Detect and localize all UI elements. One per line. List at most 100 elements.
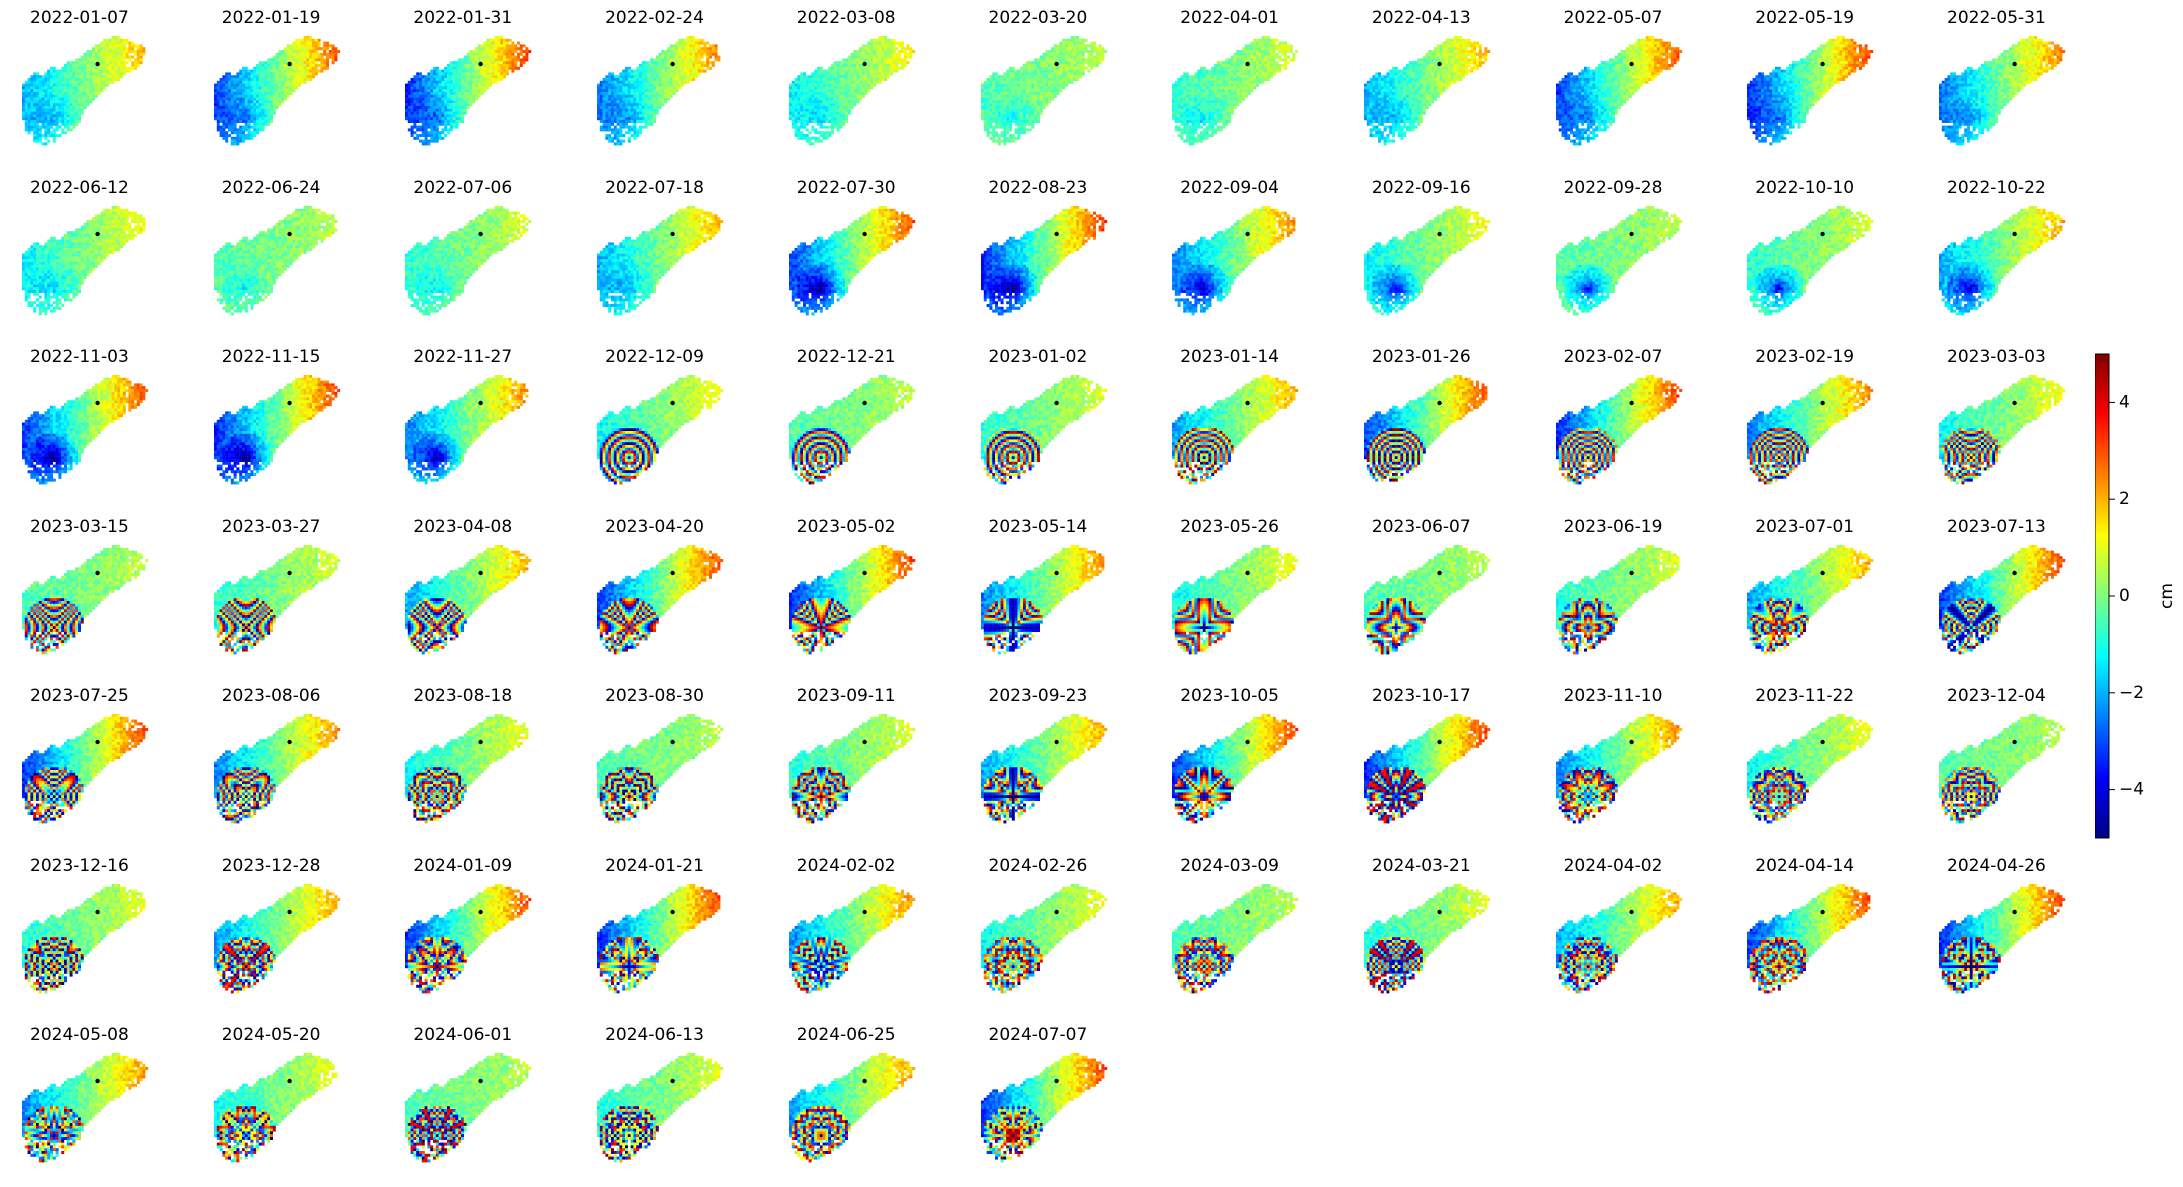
displacement-map (22, 1053, 149, 1163)
panel: 2022-04-13 (1363, 8, 1554, 168)
panel: 2024-02-02 (788, 856, 979, 1016)
panel: 2023-08-18 (405, 686, 595, 846)
panel: 2022-05-19 (1747, 8, 1937, 168)
panel-date-title: 2024-04-02 (1564, 856, 1663, 876)
displacement-map (22, 205, 146, 315)
panel-date-title: 2023-12-28 (222, 856, 321, 876)
panel: 2022-01-19 (213, 8, 404, 168)
displacement-map (213, 375, 340, 485)
displacement-map (788, 883, 915, 993)
displacement-map (1939, 544, 2066, 654)
panel-date-title: 2022-05-19 (1755, 8, 1854, 28)
panel: 2022-07-30 (788, 178, 979, 338)
panel-date-title: 2023-05-14 (989, 517, 1088, 537)
displacement-map (980, 36, 1107, 146)
panel: 2022-05-07 (1555, 8, 1746, 168)
panel: 2023-06-07 (1363, 517, 1554, 677)
panel-date-title: 2022-05-31 (1947, 8, 2046, 28)
panel-date-title: 2023-08-18 (413, 686, 512, 706)
panel: 2024-04-26 (1939, 856, 2129, 1016)
displacement-map (1747, 883, 1871, 993)
colorbar-tick-label: 0 (2119, 586, 2130, 606)
panel-date-title: 2023-06-07 (1372, 517, 1471, 537)
panel: 2022-03-20 (980, 8, 1171, 168)
panel: 2022-11-03 (22, 347, 212, 507)
panel: 2023-12-16 (22, 856, 212, 1016)
panel-date-title: 2024-07-07 (989, 1025, 1088, 1045)
panel: 2024-01-09 (405, 856, 595, 1016)
panel: 2023-12-04 (1939, 686, 2129, 846)
panel-date-title: 2023-04-20 (605, 517, 704, 537)
panel: 2022-12-09 (597, 347, 787, 507)
colorbar-gradient (2095, 353, 2110, 839)
panel: 2022-04-01 (1172, 8, 1362, 168)
panel-date-title: 2022-01-07 (30, 8, 129, 28)
displacement-map (1555, 883, 1682, 993)
displacement-map (1172, 714, 1299, 824)
panel: 2023-07-01 (1747, 517, 1937, 677)
displacement-map (1939, 205, 2066, 315)
displacement-map (980, 205, 1107, 315)
panel-date-title: 2023-11-10 (1564, 686, 1663, 706)
panel: 2024-01-21 (597, 856, 787, 1016)
displacement-map (1747, 714, 1874, 824)
panel: 2023-01-14 (1172, 347, 1362, 507)
displacement-map (1172, 544, 1299, 654)
panel-date-title: 2023-11-22 (1755, 686, 1854, 706)
panel: 2023-07-25 (22, 686, 212, 846)
panel: 2023-08-30 (597, 686, 787, 846)
panel-date-title: 2023-08-06 (222, 686, 321, 706)
panel: 2023-05-02 (788, 517, 979, 677)
panel-date-title: 2022-11-27 (413, 347, 512, 367)
panel-date-title: 2024-01-21 (605, 856, 704, 876)
colorbar-tick-label: −4 (2119, 780, 2144, 800)
panel-date-title: 2024-04-14 (1755, 856, 1854, 876)
displacement-map (597, 1053, 724, 1163)
panel-date-title: 2022-12-21 (797, 347, 896, 367)
displacement-map (1939, 883, 2066, 993)
displacement-map (22, 375, 149, 485)
colorbar-tick-label: 2 (2119, 489, 2130, 509)
panel: 2023-03-27 (213, 517, 404, 677)
panel: 2022-07-18 (597, 178, 787, 338)
panel: 2022-10-22 (1939, 178, 2129, 338)
displacement-map (1363, 714, 1491, 824)
panel: 2024-05-08 (22, 1025, 212, 1185)
displacement-map (1555, 714, 1682, 824)
displacement-map (213, 36, 340, 146)
displacement-map (788, 36, 915, 146)
panel-date-title: 2022-06-12 (30, 178, 129, 198)
displacement-map (405, 883, 532, 993)
displacement-map (405, 205, 532, 315)
panel: 2023-03-03 (1939, 347, 2129, 507)
panel: 2022-01-31 (405, 8, 595, 168)
panel: 2024-04-14 (1747, 856, 1937, 1016)
displacement-map (1555, 205, 1682, 315)
panel: 2023-09-11 (788, 686, 979, 846)
displacement-map (1172, 36, 1299, 146)
displacement-map (1747, 36, 1874, 146)
panel: 2022-03-08 (788, 8, 979, 168)
panel-date-title: 2023-02-19 (1755, 347, 1854, 367)
panel: 2022-02-24 (597, 8, 787, 168)
panel-date-title: 2024-03-21 (1372, 856, 1471, 876)
panel: 2024-04-02 (1555, 856, 1746, 1016)
panel-date-title: 2024-02-02 (797, 856, 896, 876)
panel-date-title: 2022-04-13 (1372, 8, 1471, 28)
panel-date-title: 2023-12-04 (1947, 686, 2046, 706)
panel: 2023-12-28 (213, 856, 404, 1016)
panel: 2024-07-07 (980, 1025, 1171, 1185)
panel-date-title: 2022-07-30 (797, 178, 896, 198)
panel-date-title: 2023-01-14 (1180, 347, 1279, 367)
displacement-map (788, 544, 915, 654)
panel-date-title: 2023-07-25 (30, 686, 129, 706)
panel-date-title: 2022-12-09 (605, 347, 704, 367)
panel-date-title: 2024-05-20 (222, 1025, 321, 1045)
panel-date-title: 2023-01-02 (989, 347, 1088, 367)
panel-date-title: 2023-04-08 (413, 517, 512, 537)
panel-date-title: 2022-10-22 (1947, 178, 2046, 198)
panel: 2022-09-28 (1555, 178, 1746, 338)
displacement-map (213, 714, 340, 824)
displacement-map (213, 544, 340, 654)
panel: 2023-11-22 (1747, 686, 1937, 846)
